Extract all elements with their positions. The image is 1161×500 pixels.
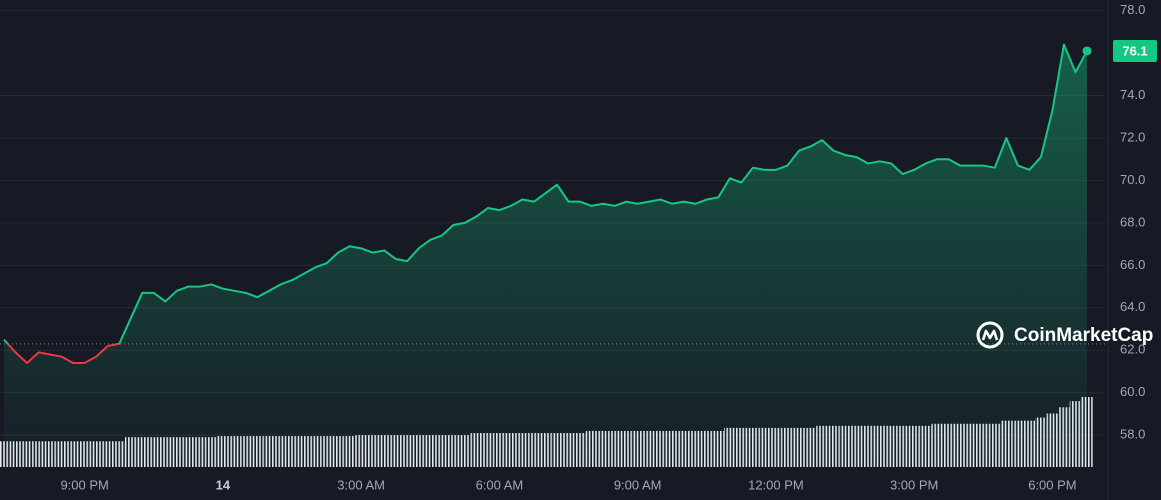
logo-mark xyxy=(981,329,999,341)
y-tick-label: 70.0 xyxy=(1120,172,1145,187)
logo xyxy=(976,321,1004,349)
area xyxy=(4,44,1087,468)
y-tick-label: 58.0 xyxy=(1120,427,1145,442)
price-line xyxy=(3,43,1088,364)
plot xyxy=(0,43,1108,468)
y-tick-label: 64.0 xyxy=(1120,299,1145,314)
price-tag xyxy=(1113,39,1157,62)
y-tick-label: 68.0 xyxy=(1120,214,1145,229)
watermark-text: CoinMarketCap xyxy=(1014,325,1153,346)
x-tick-label: 9:00 AM xyxy=(614,477,662,492)
x-tick-label: 3:00 AM xyxy=(337,477,385,492)
x-tick-label: 12:00 PM xyxy=(748,477,804,492)
x-tick-label: 3:00 PM xyxy=(890,477,938,492)
x-tick-label: 6:00 PM xyxy=(1028,477,1076,492)
y-tick-label: 62.0 xyxy=(1120,342,1145,357)
x-tick-label: 6:00 AM xyxy=(476,477,524,492)
price-tag-label: 76.1 xyxy=(1122,43,1147,58)
watermark: CoinMarketCap xyxy=(976,321,1153,349)
y-tick-label: 74.0 xyxy=(1120,87,1145,102)
y-tick-label: 66.0 xyxy=(1120,257,1145,272)
last-point xyxy=(1082,46,1092,56)
labels: 58.0 60.0 62.0 64.0 66.0 68.0 70.0 72.0 74.0 78.0… xyxy=(60,2,1157,492)
x-tick-label: 9:00 PM xyxy=(60,477,108,492)
y-tick-label: 72.0 xyxy=(1120,129,1145,144)
x-tick-label: 14 xyxy=(216,477,231,492)
y-tick-label: 60.0 xyxy=(1120,384,1145,399)
y-tick-label: 78.0 xyxy=(1120,2,1145,17)
